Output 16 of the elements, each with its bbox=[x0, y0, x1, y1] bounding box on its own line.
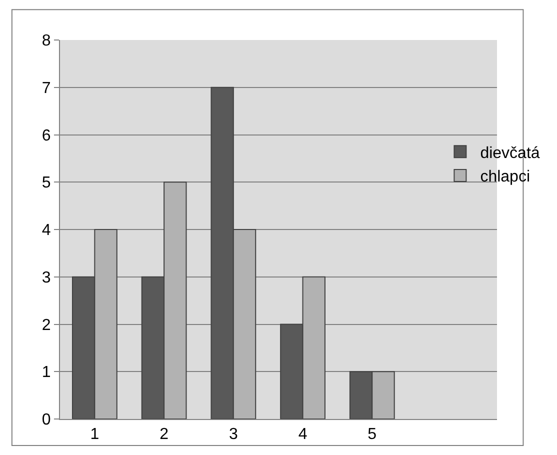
x-tick-label: 2 bbox=[160, 426, 169, 444]
x-tick-label: 5 bbox=[368, 426, 377, 444]
x-tick-label: 4 bbox=[298, 426, 308, 444]
y-tick-label: 1 bbox=[42, 364, 51, 382]
x-tick-label: 3 bbox=[228, 426, 238, 444]
y-tick-label: 7 bbox=[42, 80, 51, 97]
y-tick-label: 0 bbox=[42, 412, 51, 429]
y-tick-label: 6 bbox=[42, 127, 51, 144]
legend-label: dievčatá bbox=[480, 144, 540, 162]
y-tick-label: 5 bbox=[42, 174, 51, 192]
y-tick-label: 2 bbox=[42, 316, 51, 334]
y-tick-label: 8 bbox=[42, 32, 51, 50]
x-tick-label: 1 bbox=[90, 426, 100, 444]
y-tick-label: 4 bbox=[42, 222, 51, 240]
legend-label: chlapci bbox=[480, 168, 530, 186]
y-tick-label: 3 bbox=[42, 269, 51, 286]
